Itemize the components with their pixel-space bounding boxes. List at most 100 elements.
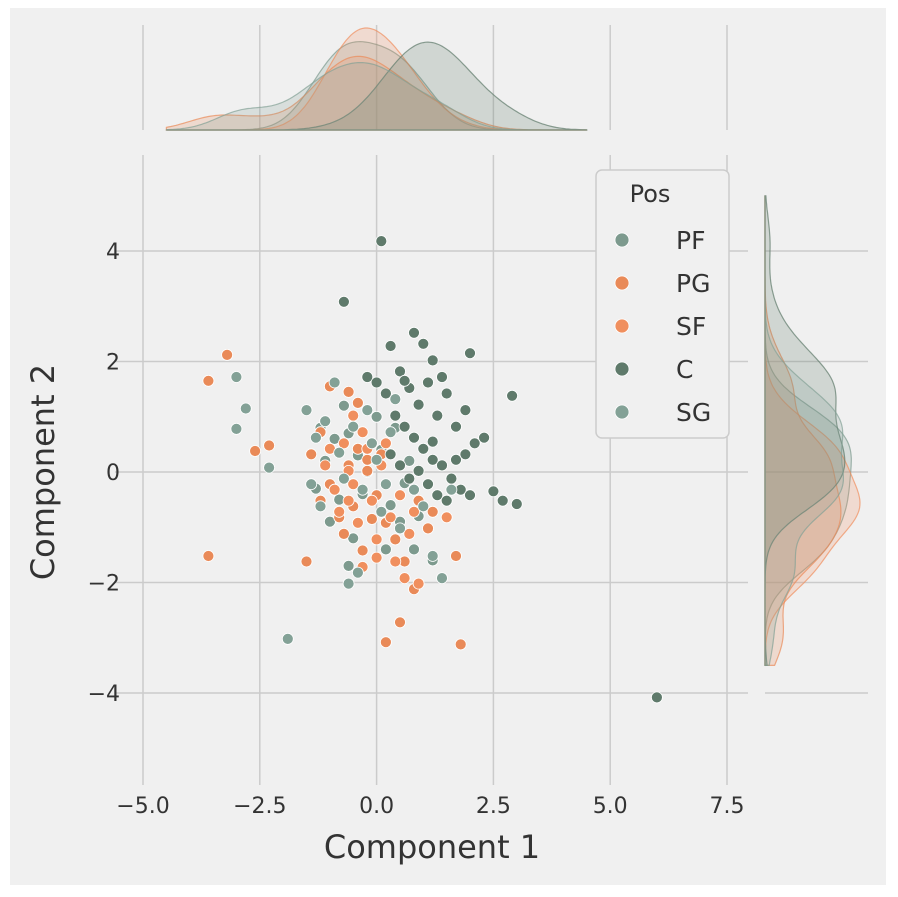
scatter-point-c [417,442,430,455]
scatter-point-pg [426,505,439,518]
scatter-point-sg [379,478,392,491]
scatter-point-c [506,389,518,402]
scatter-point-c [422,478,434,491]
scatter-point-sf [337,437,350,450]
scatter-point-sg [281,633,294,645]
scatter-point-c [431,489,444,502]
legend-label-c: C [676,355,693,384]
figure-background [10,8,886,885]
y-tick-label: 0 [106,461,120,486]
scatter-point-sg [309,431,322,444]
scatter-point-c [422,376,434,389]
scatter-point-pg [300,555,313,568]
scatter-point-c [450,453,462,466]
x-tick-label: 0.0 [359,794,394,819]
scatter-point-sf [370,533,383,546]
scatter-point-c [510,498,523,510]
scatter-point-c [370,376,383,389]
scatter-point-sf [365,494,378,507]
x-tick-label: 2.5 [476,794,511,819]
scatter-point-c [384,448,397,461]
x-tick-label: −5.0 [116,794,169,819]
scatter-point-sg [314,500,327,513]
y-tick-label: −2 [88,572,120,597]
scatter-point-c [361,371,374,383]
scatter-point-c [408,431,420,444]
legend-marker-pg [614,275,630,291]
scatter-point-pg [202,374,215,387]
scatter-point-sg [375,505,388,518]
top-kde-sg [165,62,587,131]
scatter-point-sg [319,415,332,428]
scatter-point-sf [408,505,420,518]
scatter-point-c [440,494,453,507]
scatter-point-pg [389,533,402,546]
scatter-point-pf [384,499,397,512]
scatter-point-c [403,472,416,485]
scatter-point-sg [328,376,341,389]
scatter-point-c [384,340,397,352]
scatter-point-c [398,374,411,387]
scatter-point-c [379,387,392,400]
right-kde-sg [764,195,844,667]
x-tick-label: 5.0 [593,794,628,819]
y-tick-label: 4 [106,240,120,265]
scatter-point-pf [342,560,355,572]
scatter-point-sf [342,494,355,507]
scatter-point-pg [202,550,215,562]
scatter-point-sg [263,461,276,474]
scatter-point-c [431,409,444,422]
scatter-point-sg [389,393,402,406]
right-marginal-kde [764,195,868,694]
y-tick-label: 2 [106,351,120,376]
scatter-point-c [459,448,472,461]
legend-marker-sg [614,404,630,420]
legend-marker-c [614,361,630,377]
scatter-point-pf [370,410,383,423]
legend-label-pf: PF [676,226,705,255]
scatter-point-pf [408,543,420,556]
scatter-point-pg [356,544,369,557]
scatter-point-c [337,295,350,308]
scatter-point-pg [263,439,276,452]
scatter-point-sg [445,483,458,496]
axis-ticks: −5.0 −2.5 0.0 2.5 5.0 7.5 −4 −2 0 2 4 [88,240,745,819]
scatter-point-sf [347,409,360,422]
scatter-point-c [394,459,406,472]
x-tick-label: −2.5 [233,794,286,819]
scatter-point-c [468,437,481,450]
scatter-point-sg [230,422,243,435]
x-tick-label: 7.5 [710,794,745,819]
y-tick-label: −4 [88,682,120,707]
scatter-point-pg [351,396,364,409]
legend-title: Pos [630,180,671,208]
scatter-point-c [375,235,388,248]
scatter-point-sg [426,550,439,562]
scatter-point-c [440,387,453,400]
legend-label-sf: SF [676,312,706,341]
scatter-point-pg [337,528,350,540]
scatter-point-pf [379,543,392,556]
scatter-point-sf [398,572,411,584]
scatter-point-sf [440,511,453,524]
scatter-point-sf [328,483,341,496]
scatter-point-c [450,420,462,433]
scatter-point-sg [361,404,374,417]
scatter-point-c [408,326,420,339]
scatter-point-c [496,494,509,507]
scatter-point-sf [394,489,406,502]
scatter-point-c [389,409,402,422]
scatter-point-c [651,691,663,704]
scatter-point-c [464,347,476,360]
scatter-point-c [426,435,439,448]
scatter-point-sg [370,453,383,466]
scatter-point-sg [230,371,243,383]
scatter-point-c [459,404,472,417]
scatter-point-sf [379,437,392,450]
scatter-point-sg [417,500,430,513]
scatter-point-pg [450,550,462,562]
legend-box [595,169,730,439]
scatter-point-sg [333,446,346,459]
